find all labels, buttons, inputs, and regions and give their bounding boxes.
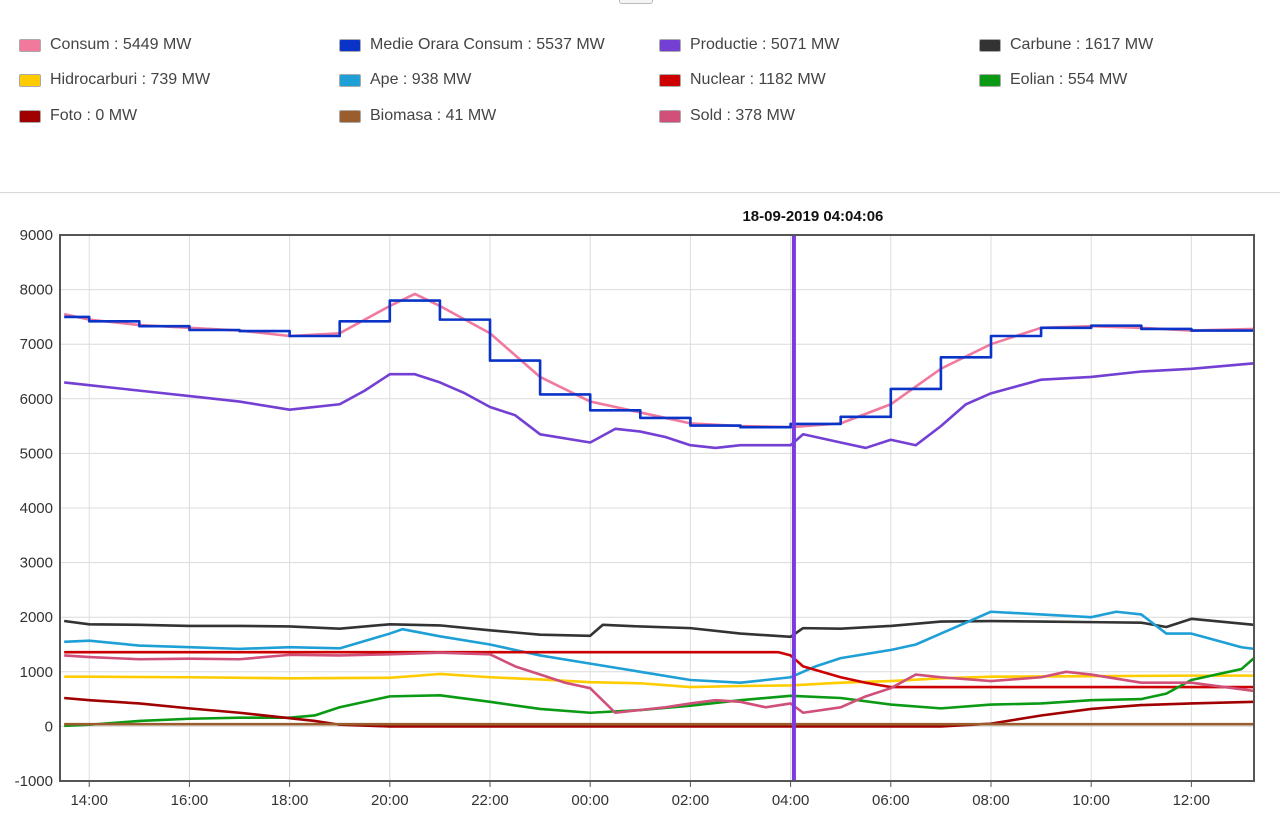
legend-swatch-sold — [659, 109, 681, 123]
legend-label-productie: Productie : 5071 MW — [690, 36, 840, 53]
y-tick-label: 0 — [45, 718, 53, 735]
legend-item-eolian[interactable]: Eolian : 554 MW — [979, 70, 1127, 90]
chart-legend: Consum : 5449 MW Medie Orara Consum : 55… — [0, 0, 1280, 192]
y-axis-ticks: -1000 0 1000 2000 3000 4000 5000 6000 7000 8000 90… — [15, 227, 53, 790]
series-line-foto[interactable] — [64, 696, 1255, 728]
legend-label-sold: Sold : 378 MW — [690, 107, 795, 124]
legend-item-ape[interactable]: Ape : 938 MW — [339, 70, 471, 90]
x-tick-label: 20:00 — [371, 792, 409, 809]
legend-swatch-biomasa — [339, 109, 361, 123]
legend-divider — [0, 192, 1280, 193]
top-tab-handle[interactable] — [619, 0, 653, 4]
y-tick-label: 6000 — [20, 391, 53, 408]
legend-label-nuclear: Nuclear : 1182 MW — [690, 71, 826, 88]
x-tick-label: 22:00 — [471, 792, 509, 809]
y-tick-label: 7000 — [20, 336, 53, 353]
y-tick-label: 9000 — [20, 227, 53, 244]
x-tick-label: 10:00 — [1072, 792, 1110, 809]
x-tick-label: 18:00 — [271, 792, 309, 809]
legend-label-hidrocarburi: Hidrocarburi : 739 MW — [50, 71, 211, 88]
legend-swatch-hidrocarburi — [19, 73, 41, 87]
y-tick-label: 4000 — [20, 500, 53, 517]
x-tick-label: 14:00 — [70, 792, 108, 809]
legend-swatch-productie — [659, 38, 681, 52]
series-line-consum[interactable] — [63, 292, 1255, 429]
legend-label-medie-orara-consum: Medie Orara Consum : 5537 MW — [370, 36, 605, 53]
series-lines — [63, 292, 1255, 728]
x-tick-label: 06:00 — [872, 792, 910, 809]
legend-item-biomasa[interactable]: Biomasa : 41 MW — [339, 106, 496, 126]
legend-item-hidrocarburi[interactable]: Hidrocarburi : 739 MW — [19, 70, 210, 90]
legend-item-foto[interactable]: Foto : 0 MW — [19, 106, 137, 126]
legend-swatch-nuclear — [659, 73, 681, 87]
y-tick-label: 1000 — [20, 664, 53, 681]
legend-label-ape: Ape : 938 MW — [370, 71, 472, 88]
plot-area-frame — [59, 234, 1255, 782]
series-line-eolian[interactable] — [64, 657, 1255, 728]
chart-grid — [60, 234, 1254, 782]
legend-label-foto: Foto : 0 MW — [50, 107, 138, 124]
x-tick-label: 00:00 — [571, 792, 609, 809]
x-tick-label: 12:00 — [1173, 792, 1211, 809]
legend-item-productie[interactable]: Productie : 5071 MW — [659, 35, 839, 55]
legend-swatch-ape — [339, 73, 361, 87]
legend-swatch-carbune — [979, 38, 1001, 52]
x-tick-label: 16:00 — [171, 792, 209, 809]
series-line-carbune[interactable] — [64, 617, 1255, 639]
series-line-sold[interactable] — [64, 651, 1255, 715]
legend-item-sold[interactable]: Sold : 378 MW — [659, 106, 795, 126]
legend-swatch-eolian — [979, 73, 1001, 87]
x-tick-label: 08:00 — [972, 792, 1010, 809]
series-line-medie-orara-consum[interactable] — [64, 299, 1254, 429]
x-tick-label: 04:00 — [772, 792, 810, 809]
y-tick-label: 2000 — [20, 609, 53, 626]
x-axis-ticks: 14:00 16:00 18:00 20:00 22:00 00:00 02:00 04:00… — [70, 781, 1210, 809]
y-tick-label: -1000 — [15, 773, 53, 790]
legend-swatch-foto — [19, 109, 41, 123]
legend-item-medie-orara-consum[interactable]: Medie Orara Consum : 5537 MW — [339, 35, 605, 55]
legend-swatch-consum — [19, 38, 41, 52]
series-line-ape[interactable] — [64, 610, 1255, 685]
legend-swatch-medie-orara-consum — [339, 38, 361, 52]
chart-title-cursor-time: 18-09-2019 04:04:06 — [742, 208, 883, 225]
legend-item-consum[interactable]: Consum : 5449 MW — [19, 35, 191, 55]
legend-label-biomasa: Biomasa : 41 MW — [370, 107, 497, 124]
line-chart[interactable]: 18-09-2019 04:04:06 -1000 0 1000 2000 3000 40… — [0, 196, 1280, 831]
series-line-nuclear[interactable] — [64, 650, 1254, 689]
legend-item-nuclear[interactable]: Nuclear : 1182 MW — [659, 70, 826, 90]
series-line-productie[interactable] — [64, 362, 1255, 450]
chart-container: 18-09-2019 04:04:06 -1000 0 1000 2000 3000 40… — [0, 196, 1280, 831]
y-tick-label: 3000 — [20, 555, 53, 572]
legend-label-eolian: Eolian : 554 MW — [1010, 71, 1128, 88]
series-line-hidrocarburi[interactable] — [64, 672, 1254, 689]
legend-label-carbune: Carbune : 1617 MW — [1010, 36, 1154, 53]
y-tick-label: 5000 — [20, 445, 53, 462]
y-tick-label: 8000 — [20, 282, 53, 299]
legend-label-consum: Consum : 5449 MW — [50, 36, 192, 53]
legend-item-carbune[interactable]: Carbune : 1617 MW — [979, 35, 1153, 55]
x-tick-label: 02:00 — [672, 792, 710, 809]
